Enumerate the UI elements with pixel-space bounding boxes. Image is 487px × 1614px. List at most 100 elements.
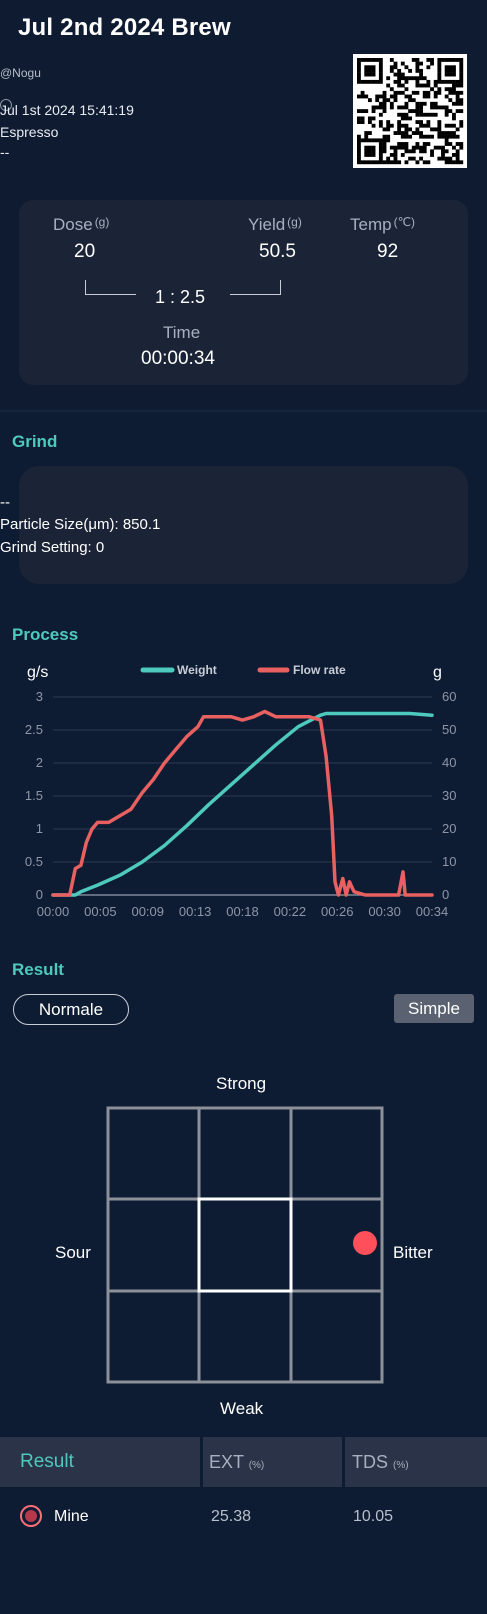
qr-module <box>404 101 409 106</box>
qr-module <box>360 94 365 99</box>
qr-module <box>419 76 423 81</box>
qr-module <box>386 98 391 103</box>
qr-module <box>415 76 420 81</box>
qr-module <box>441 145 445 150</box>
qr-module <box>367 149 372 154</box>
qr-module <box>393 98 398 103</box>
y-left-tick-label: 1 <box>36 821 43 836</box>
qr-module <box>357 76 361 81</box>
qr-module <box>386 76 391 81</box>
y-left-tick-label: 1.5 <box>25 788 43 803</box>
qr-module <box>419 156 423 161</box>
qr-module <box>452 116 456 121</box>
qr-module <box>367 138 372 143</box>
qr-module <box>444 156 449 161</box>
table-head-tds: TDS (%) <box>352 1452 409 1472</box>
qr-module <box>448 90 453 95</box>
qr-module <box>393 90 398 95</box>
username[interactable]: @Nogu <box>0 66 41 80</box>
qr-module <box>400 131 405 135</box>
qr-module <box>378 156 383 161</box>
particle-size: Particle Size(μm): 850.1 <box>0 516 161 533</box>
qr-module <box>459 83 464 88</box>
qr-module <box>422 101 427 106</box>
taste-marker[interactable] <box>353 1231 377 1255</box>
qr-module <box>389 58 394 62</box>
qr-module <box>389 94 394 99</box>
simple-mode-button[interactable]: Simple <box>394 994 474 1023</box>
qr-module <box>378 72 383 77</box>
qr-module <box>455 127 460 132</box>
yield-label: Yield (g) <box>248 215 302 234</box>
qr-module <box>400 112 405 117</box>
qr-module <box>455 58 460 62</box>
qr-module <box>422 90 427 95</box>
qr-module <box>411 145 416 150</box>
qr-module <box>430 112 434 117</box>
qr-module <box>430 153 434 157</box>
taste-grid[interactable] <box>106 1106 384 1384</box>
qr-module <box>378 120 383 124</box>
qr-module <box>371 153 376 157</box>
qr-module <box>404 116 409 121</box>
qr-module <box>452 145 456 150</box>
qr-module <box>452 90 456 95</box>
qr-module <box>426 94 431 99</box>
qr-module <box>404 134 409 139</box>
qr-module <box>400 76 405 81</box>
qr-module <box>393 145 398 150</box>
qr-module <box>378 58 383 62</box>
qr-module <box>419 101 423 106</box>
taste-grid-lines <box>106 1106 384 1384</box>
qr-module <box>444 109 449 114</box>
qr-module <box>448 134 453 139</box>
qr-module <box>415 61 420 66</box>
qr-module <box>404 142 409 146</box>
qr-module <box>411 156 416 161</box>
process-section-title: Process <box>12 625 79 644</box>
qr-module <box>408 76 413 81</box>
qr-module <box>397 131 402 135</box>
qr-module <box>459 76 464 81</box>
y-right-tick-label: 10 <box>442 854 456 869</box>
qr-module <box>367 153 372 157</box>
qr-module <box>357 153 361 157</box>
qr-module <box>404 76 409 81</box>
qr-module <box>371 123 376 128</box>
qr-module <box>437 87 442 92</box>
qr-module <box>393 160 398 165</box>
qr-module <box>422 94 427 99</box>
qr-module <box>357 94 361 99</box>
qr-module <box>382 94 387 99</box>
qr-module <box>415 65 420 70</box>
qr-module <box>371 145 376 150</box>
qr-module <box>437 156 442 161</box>
qr-module <box>397 160 402 165</box>
qr-module <box>408 134 413 139</box>
left-axis-unit: g/s <box>27 664 48 681</box>
qr-module <box>378 138 383 143</box>
legend-flow-label: Flow rate <box>293 663 346 677</box>
qr-module <box>404 160 409 165</box>
qr-module <box>426 142 431 146</box>
qr-module <box>397 83 402 88</box>
x-tick-label: 00:26 <box>321 904 354 919</box>
time-label: Time <box>163 323 201 342</box>
qr-module <box>357 138 361 143</box>
qr-module <box>393 153 398 157</box>
qr-module <box>430 134 434 139</box>
qr-module <box>437 79 442 84</box>
qr-module <box>455 134 460 139</box>
normal-mode-button[interactable]: Normale <box>13 994 129 1025</box>
qr-code[interactable] <box>353 54 467 168</box>
qr-module <box>357 61 361 66</box>
qr-module <box>426 160 431 165</box>
qr-module <box>360 90 365 95</box>
qr-module <box>382 109 387 114</box>
qr-module <box>437 68 442 73</box>
qr-module <box>378 68 383 73</box>
x-tick-label: 00:34 <box>416 904 449 919</box>
qr-module <box>444 94 449 99</box>
qr-module <box>408 94 413 99</box>
qr-module <box>400 145 405 150</box>
